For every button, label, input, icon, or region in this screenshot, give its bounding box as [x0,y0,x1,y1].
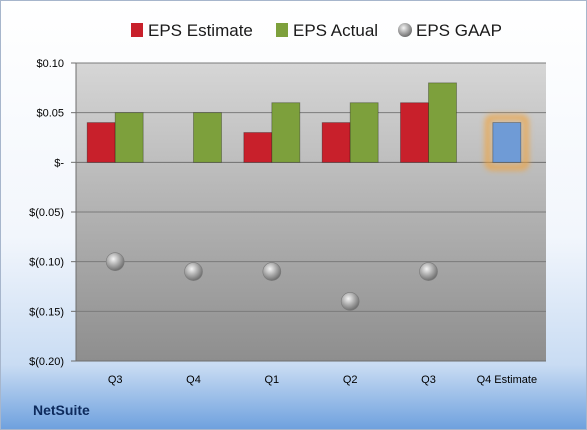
x-tick-label: Q1 [264,374,279,386]
y-tick-label: $0.10 [36,58,64,70]
marker-eps-gaap [419,262,438,281]
brand-label: NetSuite [33,402,90,418]
marker-eps-gaap [262,262,282,281]
y-tick-label: $(0.10) [29,257,64,269]
legend-swatch [131,23,143,37]
bar-eps-actual [428,82,457,163]
bar-q4-estimate [492,122,522,163]
bar-eps-estimate [321,122,351,163]
bar-eps-estimate [86,122,116,163]
legend-label: EPS Estimate [148,21,253,40]
y-tick-label: $(0.15) [29,306,64,318]
x-tick-label: Q3 [108,374,123,386]
y-tick-label: $0.05 [36,108,64,120]
x-tick-label: Q4 Estimate [477,374,538,386]
legend-swatch [398,23,412,37]
marker-eps-gaap [184,262,203,281]
bar-eps-actual [114,112,144,163]
x-tick-label: Q3 [421,374,436,386]
y-tick-label: $- [54,157,64,169]
legend-label: EPS GAAP [416,21,502,40]
x-tick-label: Q4 [186,374,201,386]
bar-eps-actual [193,112,222,163]
bar-glow-q4-estimate [484,114,529,171]
x-tick-label: Q2 [343,374,358,386]
bar-eps-estimate [400,102,429,163]
legend-label: EPS Actual [293,21,378,40]
marker-eps-gaap [340,292,360,311]
legend-swatch [276,23,288,37]
y-tick-label: $(0.20) [29,356,64,368]
bar-eps-estimate [243,132,273,163]
y-tick-label: $(0.05) [29,207,64,219]
bar-eps-actual [349,102,379,163]
marker-eps-gaap [105,252,125,271]
bar-eps-actual [271,102,301,163]
